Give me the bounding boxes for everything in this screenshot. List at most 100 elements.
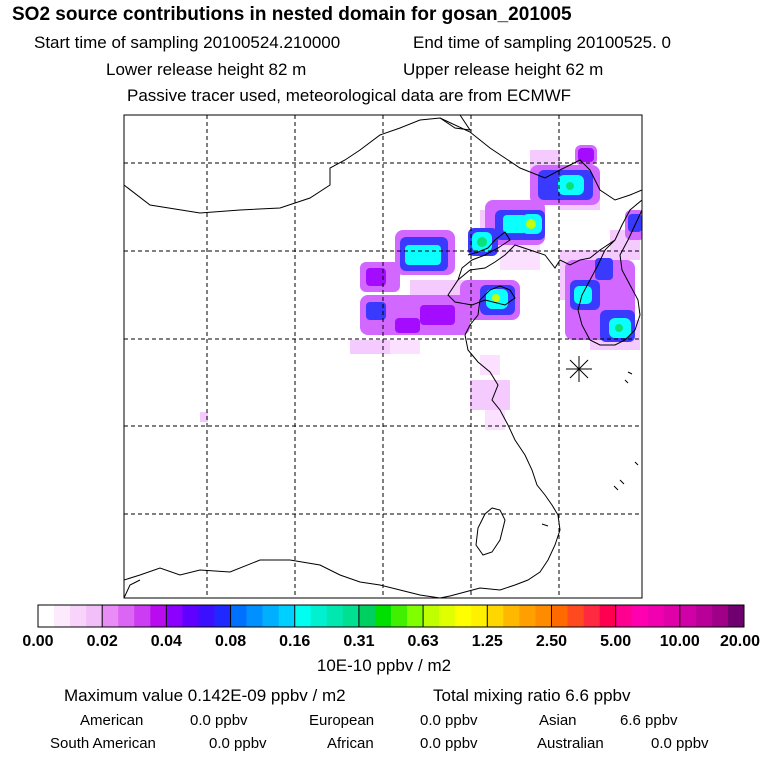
source-value: 0.0 ppbv	[420, 712, 478, 729]
colorbar-swatch	[455, 605, 472, 627]
plume-cell	[200, 412, 208, 422]
maximum-value: Maximum value 0.142E-09 ppbv / m2	[64, 686, 346, 705]
plume-cell	[503, 215, 527, 233]
colorbar-swatch	[695, 605, 713, 627]
colorbar-swatch	[54, 605, 71, 627]
colorbar-swatch	[423, 605, 440, 627]
colorbar-swatch	[631, 605, 649, 627]
plume-cell	[595, 258, 613, 280]
plume-cell	[578, 148, 594, 162]
colorbar-swatch	[38, 605, 55, 627]
colorbar-swatch	[358, 605, 376, 627]
japan-islands	[541, 371, 639, 527]
colorbar-tick-label: 0.08	[215, 633, 246, 650]
colorbar-swatch	[86, 605, 103, 627]
tracer-note: Passive tracer used, meteorological data…	[127, 86, 572, 105]
colorbar-swatch	[535, 605, 552, 627]
plume-peak	[526, 219, 536, 229]
colorbar-swatch	[487, 605, 504, 627]
plume-cell	[366, 302, 386, 320]
source-value: 0.0 ppbv	[209, 735, 267, 752]
colorbar-swatch	[310, 605, 328, 627]
start-time-label: Start time of sampling 20100524.210000	[34, 33, 341, 52]
colorbar-swatch	[294, 605, 312, 627]
colorbar-swatch	[374, 605, 392, 627]
south-border	[124, 579, 141, 598]
korea-coast	[577, 209, 642, 346]
plume-cell	[470, 380, 510, 410]
colorbar-tick-label: 0.04	[151, 633, 182, 650]
colorbar-frame	[37, 604, 745, 628]
bohai-bay	[457, 231, 511, 281]
source-name: Australian	[537, 735, 604, 752]
colorbar-tick-labels: 0.00 0.02 0.04 0.08 0.16 0.31 0.63 1.25 2.50 5.00…	[22, 633, 760, 650]
colorbar-swatch	[230, 605, 247, 627]
hainan	[124, 559, 441, 598]
colorbar	[37, 604, 745, 628]
plume-cell	[628, 214, 642, 232]
colorbar-swatch	[583, 605, 600, 627]
lower-release-label: Lower release height 82 m	[106, 60, 307, 79]
end-time-label: End time of sampling 20100525. 0	[413, 33, 672, 52]
colorbar-swatch	[326, 605, 344, 627]
source-name: African	[327, 735, 374, 752]
colorbar-swatch	[599, 605, 616, 627]
upper-release-label: Upper release height 62 m	[403, 60, 604, 79]
colorbar-swatch	[439, 605, 456, 627]
source-name: Asian	[539, 712, 577, 729]
colorbar-swatch	[711, 605, 729, 627]
colorbar-swatch	[391, 605, 408, 627]
colorbar-swatch	[246, 605, 263, 627]
colorbar-swatch	[70, 605, 87, 627]
colorbar-swatch	[134, 605, 151, 627]
colorbar-swatch	[615, 605, 632, 627]
colorbar-swatch	[342, 605, 360, 627]
colorbar-swatch	[727, 605, 745, 627]
plume-cell	[480, 355, 500, 375]
colorbar-swatch	[519, 605, 536, 627]
colorbar-tick-label: 0.16	[279, 633, 310, 650]
colorbar-swatch	[471, 605, 488, 627]
plume-peak	[492, 294, 500, 302]
plume-cell	[366, 268, 386, 286]
source-name: European	[309, 712, 375, 729]
colorbar-tick-label: 0.31	[343, 633, 374, 650]
colorbar-swatch	[503, 605, 520, 627]
plume-cell	[420, 305, 455, 325]
colorbar-swatch	[663, 605, 681, 627]
coastlines	[124, 115, 642, 598]
taiwan	[475, 507, 506, 556]
colorbar-swatch	[118, 605, 135, 627]
colorbar-tick-label: 5.00	[600, 633, 631, 650]
colorbar-swatch	[262, 605, 279, 627]
colorbar-swatch	[102, 605, 119, 627]
colorbar-swatch	[679, 605, 697, 627]
source-value: 0.0 ppbv	[651, 735, 709, 752]
map-frame	[123, 114, 643, 599]
source-value: 0.0 ppbv	[420, 735, 478, 752]
colorbar-units: 10E-10 ppbv / m2	[316, 656, 452, 675]
border-mongolia	[124, 115, 472, 214]
plume-cell	[485, 410, 505, 430]
colorbar-tick-label: 20.00	[720, 633, 760, 650]
plume-cell	[390, 340, 420, 354]
colorbar-swatch	[551, 605, 568, 627]
colorbar-swatch	[198, 605, 215, 627]
plume-cell	[574, 286, 592, 304]
colorbar-tick-label: 2.50	[536, 633, 567, 650]
plume-peak	[477, 237, 487, 247]
plume-peak	[566, 182, 574, 190]
plume-peak	[615, 324, 623, 332]
colorbar-swatch	[166, 605, 183, 627]
colorbar-tick-label: 10.00	[660, 633, 700, 650]
colorbar-swatch	[407, 605, 424, 627]
total-mixing-ratio: Total mixing ratio 6.6 ppbv	[433, 686, 631, 705]
source-value: 6.6 ppbv	[620, 712, 678, 729]
colorbar-swatch	[278, 605, 296, 627]
gridlines	[124, 115, 642, 598]
china-coast	[439, 199, 642, 598]
colorbar-swatch	[214, 605, 231, 627]
source-name: South American	[50, 735, 156, 752]
source-name: American	[80, 712, 144, 729]
